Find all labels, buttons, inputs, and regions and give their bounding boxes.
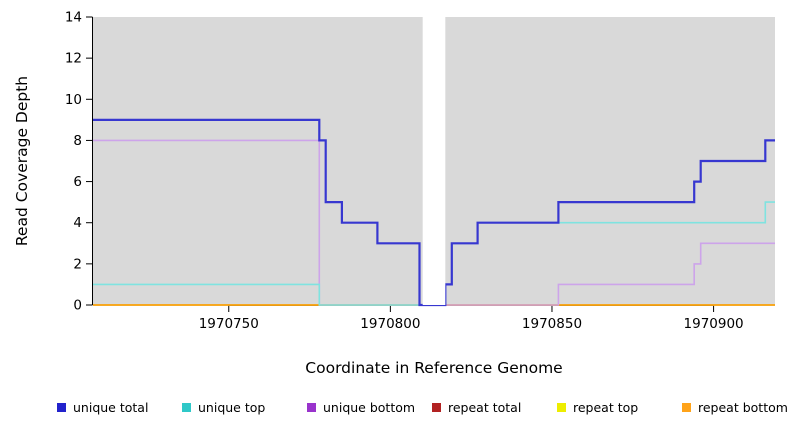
y-tick-label: 14 xyxy=(65,10,82,26)
y-tick-label: 4 xyxy=(73,215,82,231)
gap-band xyxy=(422,17,446,305)
legend-swatch-repeat-top xyxy=(557,403,566,412)
plot-area: 0 2 4 6 8 10 12 14 1970750 1970800 1970850 1970900 xyxy=(65,10,775,332)
x-tick-label: 1970900 xyxy=(684,316,744,332)
legend-item-unique-top: unique top xyxy=(182,400,265,415)
legend-label: repeat top xyxy=(573,400,638,415)
legend-item-repeat-total: repeat total xyxy=(432,400,521,415)
legend-label: unique top xyxy=(198,400,265,415)
legend-swatch-unique-bottom xyxy=(307,403,316,412)
y-tick-label: 0 xyxy=(73,298,82,314)
x-tick-label: 1970850 xyxy=(522,316,582,332)
y-tick-label: 2 xyxy=(73,256,82,272)
legend-item-repeat-bottom: repeat bottom xyxy=(682,400,788,415)
legend-swatch-unique-total xyxy=(57,403,66,412)
y-tick-label: 10 xyxy=(65,92,82,108)
legend-label: unique bottom xyxy=(323,400,415,415)
legend-label: repeat bottom xyxy=(698,400,788,415)
legend-swatch-repeat-bottom xyxy=(682,403,691,412)
series-line-unique-bottom xyxy=(93,139,775,306)
y-tick-label: 8 xyxy=(73,133,82,149)
x-tick-label: 1970800 xyxy=(360,316,420,332)
legend-item-unique-bottom: unique bottom xyxy=(307,400,415,415)
legend-label: repeat total xyxy=(448,400,521,415)
legend-item-repeat-top: repeat top xyxy=(557,400,638,415)
legend-item-unique-total: unique total xyxy=(57,400,148,415)
series-line-unique-total xyxy=(93,118,775,307)
y-tick-label: 6 xyxy=(73,174,82,190)
y-tick-label: 12 xyxy=(65,51,82,67)
legend-label: unique total xyxy=(73,400,148,415)
legend-swatch-repeat-total xyxy=(432,403,441,412)
legend: unique total unique top unique bottom repea… xyxy=(57,400,788,415)
legend-swatch-unique-top xyxy=(182,403,191,412)
x-axis-label: Coordinate in Reference Genome xyxy=(305,359,562,377)
y-axis-label: Read Coverage Depth xyxy=(13,76,31,246)
x-tick-label: 1970750 xyxy=(199,316,259,332)
